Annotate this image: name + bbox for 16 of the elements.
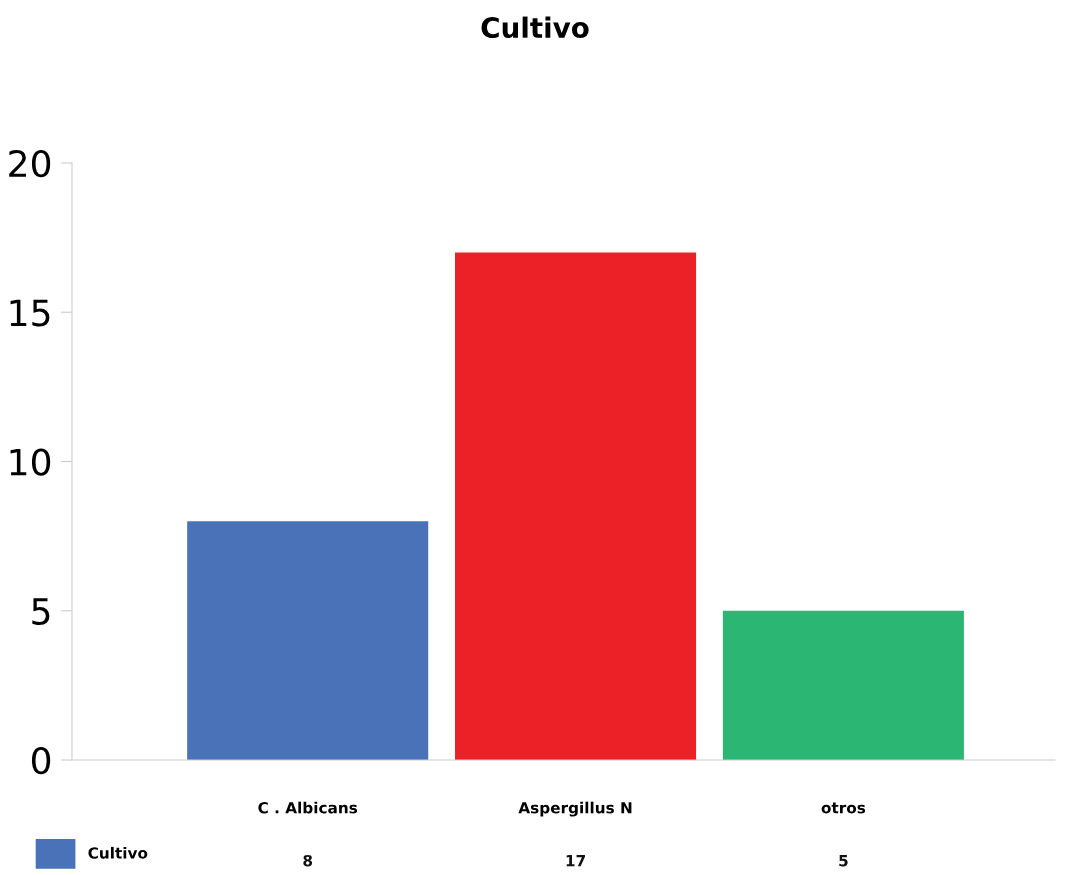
legend-label: Cultivo xyxy=(88,846,148,859)
data-label: 8 xyxy=(303,854,313,867)
y-tick-label: 15 xyxy=(10,299,50,327)
chart-title: Cultivo xyxy=(481,16,589,39)
y-tick-label: 10 xyxy=(10,448,51,476)
x-tick-label: C . Albicans xyxy=(258,801,358,814)
bar xyxy=(187,521,429,760)
bar xyxy=(722,610,964,760)
y-tick-label: 0 xyxy=(31,746,51,775)
y-tick-label: 5 xyxy=(32,598,50,625)
x-tick-label: otros xyxy=(821,802,866,814)
data-label: 5 xyxy=(839,855,848,867)
bar xyxy=(455,252,697,760)
y-tick-label: 20 xyxy=(9,149,51,178)
data-label: 17 xyxy=(566,855,585,867)
x-tick-label: Aspergillus N xyxy=(518,801,632,817)
